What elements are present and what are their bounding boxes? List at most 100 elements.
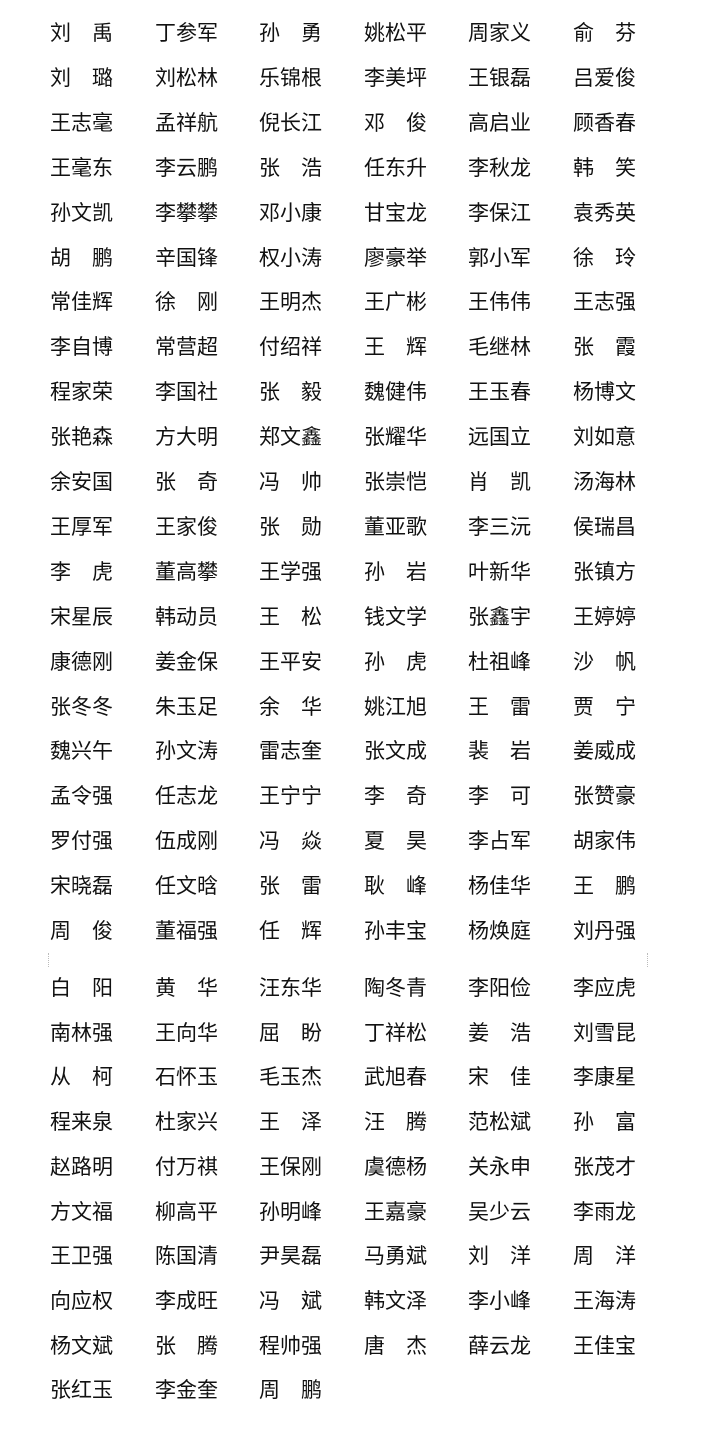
name-row: 向应权 李成旺 冯 斌 韩文泽 李小峰 王海涛: [0, 1286, 716, 1316]
name-row: 程来泉 杜家兴 王 泽 汪 腾 范松斌 孙 富: [0, 1107, 716, 1137]
name-cell: 杜家兴: [155, 1110, 218, 1135]
name-cell: 裴 岩: [468, 739, 531, 764]
name-cell: 李保江: [468, 200, 531, 225]
name-cell: 韩文泽: [364, 1288, 427, 1313]
name-row: 王毫东 李云鹏 张 浩 任东升 李秋龙 韩 笑: [0, 153, 716, 183]
name-cell: 王银磊: [468, 65, 531, 90]
name-row: 李 虎 董高攀 王学强 孙 岩 叶新华 张镇方: [0, 557, 716, 587]
name-cell: 周家义: [468, 21, 531, 45]
name-cell: 程来泉: [50, 1110, 113, 1135]
name-row: 周 俊 董福强 任 辉 孙丰宝 杨焕庭 刘丹强: [0, 916, 716, 946]
name-cell: 张 毅: [259, 380, 322, 405]
name-cell: 向应权: [50, 1288, 113, 1313]
name-cell: 胡 鹏: [50, 245, 113, 270]
name-cell: 白 阳: [50, 976, 113, 1000]
name-cell: 李美坪: [364, 65, 427, 90]
name-cell: 张鑫宇: [468, 604, 531, 629]
name-row: 南林强 王向华 屈 盼 丁祥松 姜 浩 刘雪昆: [0, 1018, 716, 1048]
name-cell: 王明杰: [259, 290, 322, 315]
name-cell: 魏健伟: [364, 380, 427, 405]
name-cell: 李康星: [573, 1065, 636, 1090]
name-cell: 伍成刚: [155, 829, 218, 854]
name-cell: 远国立: [468, 425, 531, 450]
name-cell: 李 奇: [364, 784, 427, 809]
name-cell: 王家俊: [155, 514, 218, 539]
name-cell: 周 鹏: [259, 1378, 322, 1403]
name-row: 康德刚 姜金保 王平安 孙 虎 杜祖峰 沙 帆: [0, 647, 716, 677]
name-cell: 权小涛: [259, 245, 322, 270]
name-cell: 王厚军: [50, 514, 113, 539]
name-cell: 冯 帅: [259, 470, 322, 494]
name-cell: 尹昊磊: [259, 1244, 322, 1269]
name-cell: 张冬冬: [50, 694, 113, 719]
name-cell: 刘 璐: [50, 65, 113, 90]
name-cell: 王玉春: [468, 380, 531, 405]
name-cell: 王广彬: [364, 290, 427, 315]
name-cell: 李攀攀: [155, 200, 218, 225]
name-cell: 毛继林: [468, 335, 531, 360]
name-cell: 李雨龙: [573, 1199, 636, 1224]
name-cell: 余安国: [50, 470, 113, 494]
name-row: 白 阳 黄 华 汪东华 陶冬青 李阳俭 李应虎: [0, 973, 716, 1003]
name-row: 张冬冬 朱玉足 余 华 姚江旭 王 雷 贾 宁: [0, 692, 716, 722]
name-cell: 张 雷: [259, 874, 322, 899]
name-row: 赵路明 付万祺 王保刚 虞德杨 关永申 张茂才: [0, 1152, 716, 1182]
name-cell: 杜祖峰: [468, 649, 531, 674]
name-cell: 常佳辉: [50, 290, 113, 315]
name-cell: 张茂才: [573, 1154, 636, 1179]
name-cell: 宋晓磊: [50, 874, 113, 899]
name-cell: 王婷婷: [573, 604, 636, 629]
name-cell: 孙文凯: [50, 200, 113, 225]
name-cell: 从 柯: [50, 1065, 113, 1090]
name-cell: 李 虎: [50, 559, 113, 584]
name-cell: 王 松: [259, 604, 322, 629]
name-cell: 孟令强: [50, 784, 113, 809]
name-cell: 王宁宁: [259, 784, 322, 809]
name-cell: 张赞豪: [573, 784, 636, 809]
name-cell: 孟祥航: [155, 110, 218, 135]
name-row: 孙文凯 李攀攀 邓小康 甘宝龙 李保江 袁秀英: [0, 198, 716, 228]
name-cell: 汪 腾: [364, 1110, 427, 1135]
name-cell: 郑文鑫: [259, 425, 322, 450]
name-cell: 钱文学: [364, 604, 427, 629]
name-cell: 贾 宁: [573, 694, 636, 719]
name-row: 王志毫 孟祥航 倪长江 邓 俊 高启业 顾香春: [0, 108, 716, 138]
name-cell: 余 华: [259, 694, 322, 719]
name-cell: 张崇恺: [364, 470, 427, 494]
name-row: 王卫强 陈国清 尹昊磊 马勇斌 刘 洋 周 洋: [0, 1241, 716, 1271]
name-cell: 俞 芬: [573, 21, 636, 45]
name-cell: 王保刚: [259, 1154, 322, 1179]
name-cell: 袁秀英: [573, 200, 636, 225]
name-row: 胡 鹏 辛国锋 权小涛 廖豪举 郭小军 徐 玲: [0, 243, 716, 273]
name-cell: 王志毫: [50, 110, 113, 135]
name-cell: 张 奇: [155, 470, 218, 494]
name-cell: 肖 凯: [468, 470, 531, 494]
name-cell: 李金奎: [155, 1378, 218, 1403]
name-row: 罗付强 伍成刚 冯 焱 夏 昊 李占军 胡家伟: [0, 826, 716, 856]
name-row: 张艳森 方大明 郑文鑫 张耀华 远国立 刘如意: [0, 422, 716, 452]
name-cell: 夏 昊: [364, 829, 427, 854]
name-cell: 关永申: [468, 1154, 531, 1179]
name-cell: 姚松平: [364, 21, 427, 45]
name-cell: 王 辉: [364, 335, 427, 360]
name-cell: 韩动员: [155, 604, 218, 629]
name-cell: 李自博: [50, 335, 113, 360]
name-cell: 廖豪举: [364, 245, 427, 270]
name-cell: 丁祥松: [364, 1020, 427, 1045]
name-cell: 任文晗: [155, 874, 218, 899]
name-cell: 孙明峰: [259, 1199, 322, 1224]
name-cell: 孙 虎: [364, 649, 427, 674]
name-cell: 孙丰宝: [364, 919, 427, 943]
name-cell: 侯瑞昌: [573, 514, 636, 539]
name-row: 张红玉 李金奎 周 鹏: [0, 1375, 716, 1405]
name-cell: 邓小康: [259, 200, 322, 225]
name-cell: 宋 佳: [468, 1065, 531, 1090]
name-cell: 张红玉: [50, 1378, 113, 1403]
name-cell: 王嘉豪: [364, 1199, 427, 1224]
name-cell: 冯 斌: [259, 1288, 322, 1313]
name-row: 孟令强 任志龙 王宁宁 李 奇 李 可 张赞豪: [0, 781, 716, 811]
name-cell: 方大明: [155, 425, 218, 450]
name-cell: 倪长江: [259, 110, 322, 135]
name-cell: 任志龙: [155, 784, 218, 809]
name-cell: 康德刚: [50, 649, 113, 674]
